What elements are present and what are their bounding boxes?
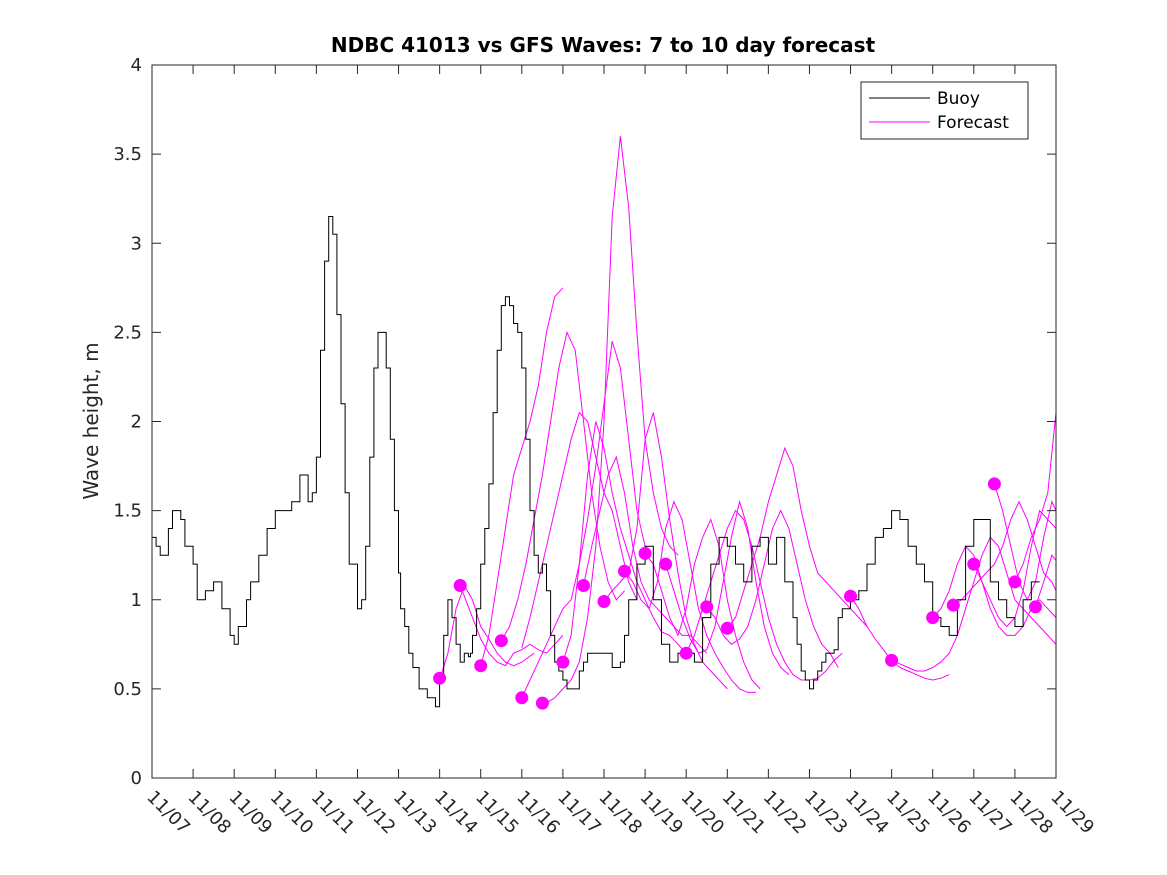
forecast-marker	[885, 653, 899, 667]
forecast-line	[439, 584, 535, 681]
legend-label-forecast: Forecast	[937, 113, 1009, 133]
forecast-marker	[618, 564, 631, 578]
forecast-marker	[700, 600, 714, 614]
forecast-line	[583, 455, 708, 654]
forecast-line	[685, 509, 843, 681]
forecast-marker	[638, 546, 652, 560]
y-tick-label: 2.5	[113, 322, 142, 343]
series-layer	[152, 136, 1057, 710]
y-tick-label: 4	[131, 55, 142, 76]
forecast-line	[521, 411, 638, 649]
forecast-line	[1035, 554, 1057, 608]
y-tick-label: 2	[131, 412, 142, 433]
forecast-line	[1014, 412, 1057, 583]
legend: Buoy Forecast	[860, 81, 1029, 140]
y-tick-label: 0	[131, 768, 142, 789]
forecast-line	[665, 499, 790, 675]
legend-label-buoy: Buoy	[937, 89, 980, 109]
forecast-line	[500, 330, 625, 641]
forecast-line	[953, 500, 1057, 606]
forecast-line	[850, 595, 950, 681]
y-tick-label: 0.5	[113, 679, 142, 700]
chart-title: NDBC 41013 vs GFS Waves: 7 to 10 day for…	[331, 33, 876, 57]
forecast-line	[624, 500, 756, 693]
forecast-line	[726, 446, 868, 629]
forecast-marker	[515, 691, 529, 705]
y-axis: 0 0.5 1 1.5 2 2.5 3 3.5 4	[113, 55, 1056, 789]
forecast-marker	[1029, 600, 1042, 614]
y-tick-label: 3	[131, 233, 142, 254]
forecast-marker	[494, 634, 508, 648]
forecast-line	[521, 341, 646, 699]
forecast-marker	[987, 477, 1001, 491]
forecast-marker	[535, 696, 549, 710]
forecast-marker	[1008, 575, 1022, 589]
legend-box	[860, 81, 1029, 140]
forecast-marker	[967, 557, 981, 571]
forecast-marker	[577, 579, 590, 592]
forecast-marker	[474, 659, 488, 673]
buoy-line	[152, 216, 1040, 708]
forecast-marker	[659, 557, 673, 571]
forecast-marker	[946, 598, 960, 612]
forecast-marker	[844, 589, 857, 603]
y-tick-label: 1	[131, 590, 142, 611]
forecast-marker	[926, 611, 940, 625]
y-axis-label: Wave height, m	[79, 342, 103, 499]
y-tick-label: 3.5	[113, 144, 142, 165]
forecast-marker	[433, 671, 447, 685]
forecast-marker	[679, 646, 693, 660]
forecast-line	[480, 287, 564, 666]
forecast-line	[706, 509, 839, 668]
forecast-line	[546, 136, 679, 704]
forecast-marker	[720, 621, 734, 635]
forecast-marker	[556, 655, 570, 669]
y-tick-label: 1.5	[113, 501, 142, 522]
forecast-line	[562, 421, 695, 663]
forecast-marker	[597, 595, 611, 608]
forecast-line	[459, 585, 564, 667]
forecast-line	[644, 518, 761, 690]
forecast-marker	[453, 579, 467, 592]
